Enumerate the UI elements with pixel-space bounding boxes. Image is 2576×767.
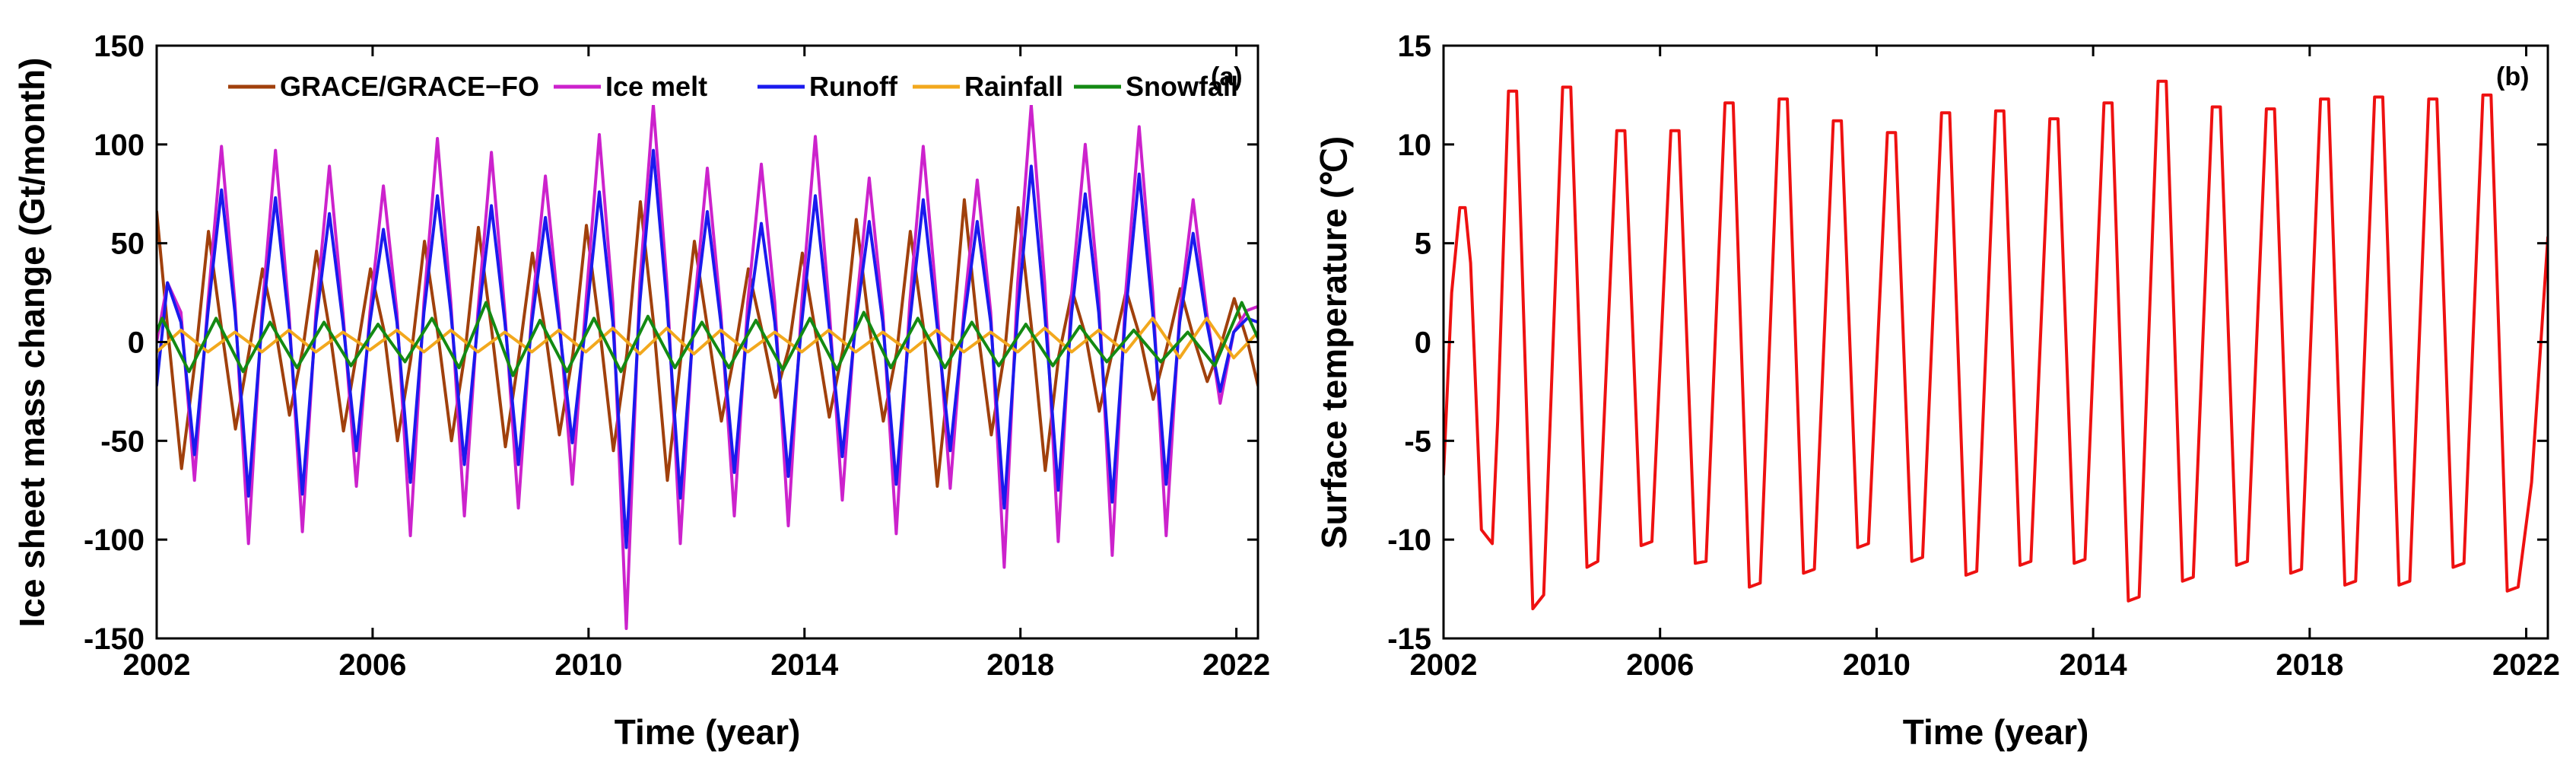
panel-b-x-tick-label: 2010 bbox=[1843, 648, 1911, 682]
panel-a-y-tick-label: -150 bbox=[84, 622, 145, 656]
panel-a-series-ice-melt-line bbox=[157, 103, 1258, 630]
panel-b-x-tick-label: 2002 bbox=[1410, 648, 1478, 682]
panel-a-label: (a) bbox=[1211, 62, 1243, 91]
panel-b-series-group bbox=[1444, 79, 2548, 610]
panel-a-legend-label-grace-grace-fo: GRACE/GRACE−FO bbox=[280, 71, 539, 102]
panel-b-y-tick-label: 5 bbox=[1415, 228, 1431, 261]
panel-a-y-tick-label: -100 bbox=[84, 524, 145, 557]
panel-a-ticks: 2002 2006 2010 2014 2018 2022 -150 -100 -50 0 50 10… bbox=[84, 30, 1270, 682]
panel-b-x-tick-label: 2018 bbox=[2276, 648, 2343, 682]
panel-b-x-tick-label: 2014 bbox=[2060, 648, 2128, 682]
panel-a-y-tick-label: 0 bbox=[128, 326, 145, 360]
panel-b-surface-temperature: 2002 2006 2010 2014 2018 2022 -15 -10 -5 0 5 10 15 T… bbox=[1314, 30, 2560, 752]
panel-b-ticks: 2002 2006 2010 2014 2018 2022 -15 -10 -5 0 5 10 15 bbox=[1387, 30, 2560, 682]
panel-a-x-tick-label: 2014 bbox=[770, 648, 839, 682]
panel-a-legend-background bbox=[225, 62, 1193, 105]
panel-b-x-tick-label: 2022 bbox=[2492, 648, 2560, 682]
panel-b-y-axis-title: Surface temperature (℃) bbox=[1314, 136, 1354, 549]
panel-a-y-tick-label: 50 bbox=[111, 228, 145, 261]
panel-a-legend-label-snowfall: Snowfall bbox=[1126, 71, 1238, 102]
panel-b-y-tick-label: 10 bbox=[1398, 129, 1432, 162]
panel-b-x-tick-label: 2006 bbox=[1626, 648, 1694, 682]
panel-b-y-tick-label: -10 bbox=[1387, 524, 1431, 557]
panel-a-series-snowfall-line bbox=[157, 301, 1258, 377]
panel-a-y-tick-label: -50 bbox=[100, 425, 145, 458]
panel-a-series-runoff-line bbox=[157, 148, 1258, 549]
panel-a-y-tick-label: 150 bbox=[94, 30, 145, 63]
panel-a-x-tick-label: 2010 bbox=[554, 648, 622, 682]
panel-a-x-tick-label: 2002 bbox=[123, 648, 191, 682]
panel-a-legend-label-runoff: Runoff bbox=[809, 71, 898, 102]
panel-b-label: (b) bbox=[2496, 62, 2529, 91]
panel-b-series-surface-temperature-line bbox=[1444, 79, 2548, 610]
panel-a-series-group bbox=[157, 103, 1258, 630]
panel-a-x-tick-label: 2018 bbox=[986, 648, 1054, 682]
panel-a-legend: GRACE/GRACE−FO Ice melt Runoff Rainfall Snow… bbox=[225, 62, 1238, 105]
panel-b-y-tick-label: -5 bbox=[1404, 425, 1431, 458]
panel-b-x-axis-title: Time (year) bbox=[1903, 712, 2089, 752]
panel-a-legend-label-rainfall: Rainfall bbox=[964, 71, 1063, 102]
panel-b-y-tick-label: -15 bbox=[1387, 622, 1431, 656]
panel-a-series-rainfall-line bbox=[157, 317, 1258, 360]
panel-a-x-tick-label: 2006 bbox=[338, 648, 406, 682]
panel-a-x-tick-label: 2022 bbox=[1202, 648, 1270, 682]
panel-b-y-tick-label: 0 bbox=[1415, 326, 1431, 360]
panel-a-y-axis-title: Ice sheet mass change (Gt/month) bbox=[12, 58, 52, 628]
panel-a-legend-label-ice-melt: Ice melt bbox=[605, 71, 707, 102]
panel-a-ice-sheet-mass-change: 2002 2006 2010 2014 2018 2022 -150 -100 -50 0 50 10… bbox=[12, 30, 1270, 752]
panel-a-x-axis-title: Time (year) bbox=[615, 712, 801, 752]
panel-b-y-tick-label: 15 bbox=[1398, 30, 1432, 63]
panel-a-y-tick-label: 100 bbox=[94, 129, 145, 162]
